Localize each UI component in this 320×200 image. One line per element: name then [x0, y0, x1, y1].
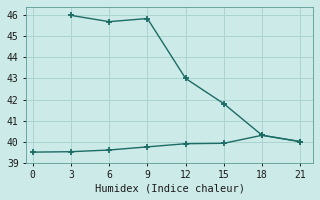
- X-axis label: Humidex (Indice chaleur): Humidex (Indice chaleur): [95, 183, 245, 193]
